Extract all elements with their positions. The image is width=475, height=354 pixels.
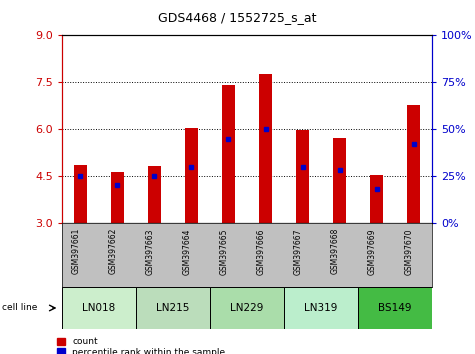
Text: LN229: LN229 [230,303,264,313]
Text: GSM397664: GSM397664 [182,228,191,275]
Bar [284,287,358,329]
Bar [259,74,272,223]
Bar [111,172,124,223]
Text: GSM397663: GSM397663 [145,228,154,275]
Text: GSM397666: GSM397666 [256,228,266,275]
Text: GSM397669: GSM397669 [368,228,377,275]
Bar [370,176,383,223]
Bar [333,138,346,223]
Text: GSM397662: GSM397662 [108,228,117,274]
Text: LN215: LN215 [156,303,190,313]
Text: GSM397670: GSM397670 [405,228,414,275]
Text: cell line: cell line [2,303,38,313]
Text: GSM397668: GSM397668 [331,228,340,274]
Bar [185,128,198,223]
Text: BS149: BS149 [379,303,412,313]
Bar [210,287,284,329]
Bar [74,165,87,223]
Text: LN018: LN018 [82,303,115,313]
Legend: count, percentile rank within the sample: count, percentile rank within the sample [57,337,225,354]
Bar [407,105,420,223]
Bar [148,166,161,223]
Text: GDS4468 / 1552725_s_at: GDS4468 / 1552725_s_at [158,11,317,24]
Text: GSM397667: GSM397667 [294,228,303,275]
Text: GSM397665: GSM397665 [219,228,228,275]
Bar [62,287,136,329]
Bar [358,287,432,329]
Bar [296,130,309,223]
Text: LN319: LN319 [304,303,338,313]
Bar [222,85,235,223]
Bar [136,287,210,329]
Text: GSM397661: GSM397661 [71,228,80,274]
